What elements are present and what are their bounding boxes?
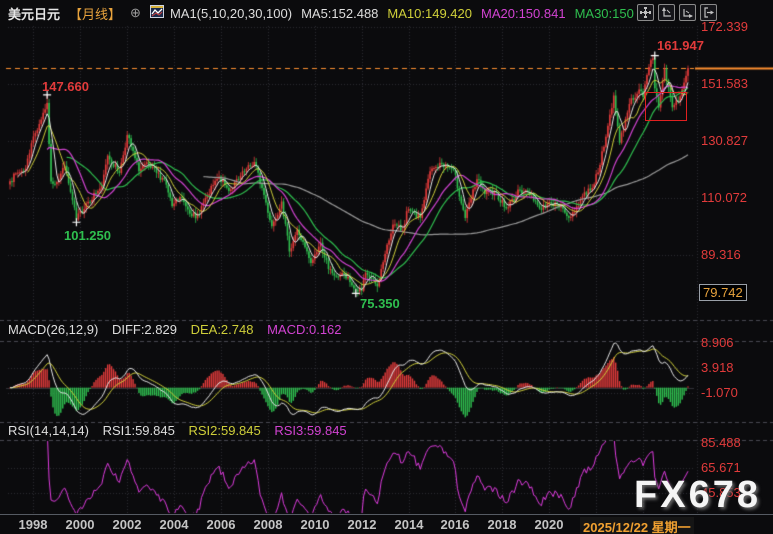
macd-dea-value: DEA:2.748 bbox=[190, 322, 254, 337]
annotation-low-1999: 101.250 bbox=[64, 228, 111, 243]
chart-toolbar bbox=[637, 4, 717, 21]
year-tick: 2014 bbox=[394, 517, 424, 532]
ma5-value: MA5:152.488 bbox=[301, 5, 379, 21]
year-tick: 2020 bbox=[534, 517, 564, 532]
price-axis-label: 151.583 bbox=[701, 76, 748, 91]
ma20-value: MA20:150.841 bbox=[481, 5, 566, 21]
year-tick: 2010 bbox=[300, 517, 330, 532]
macd-header: MACD(26,12,9) DIFF:2.829 DEA:2.748 MACD:… bbox=[8, 322, 352, 337]
rsi-axis-label: 45.853 bbox=[701, 485, 741, 500]
price-axis-label: 130.827 bbox=[701, 133, 748, 148]
year-tick: 2000 bbox=[65, 517, 95, 532]
year-tick: 2018 bbox=[487, 517, 517, 532]
rsi1-value: RSI1:59.845 bbox=[102, 423, 175, 438]
rsi-axis-label: 85.488 bbox=[701, 435, 741, 450]
macd-axis-label: 3.918 bbox=[701, 360, 734, 375]
highlighted-price-label: 79.742 bbox=[699, 284, 747, 301]
ma30-value: MA30:150 bbox=[574, 5, 634, 21]
rsi2-value: RSI2:59.845 bbox=[188, 423, 261, 438]
price-axis-label: 89.316 bbox=[701, 247, 741, 262]
rsi-name: RSI(14,14,14) bbox=[8, 423, 89, 438]
x-axis-scale-tool-icon[interactable] bbox=[679, 4, 696, 21]
ma10-value: MA10:149.420 bbox=[387, 5, 472, 21]
move-crosshair-tool-icon[interactable] bbox=[637, 4, 654, 21]
annotation-high-2024: 161.947 bbox=[657, 38, 704, 53]
macd-name: MACD(26,12,9) bbox=[8, 322, 99, 337]
symbol-name[interactable]: 美元日元 bbox=[8, 6, 61, 22]
price-axis-label: 110.072 bbox=[701, 190, 748, 205]
annotation-high-1998: 147.660 bbox=[42, 79, 89, 94]
title-bar: 美元日元 【月线】 ⊕ MA1(5,10,20,30,100) MA5:152.… bbox=[0, 0, 773, 26]
year-tick: 2016 bbox=[440, 517, 470, 532]
year-tick: 2006 bbox=[206, 517, 236, 532]
mini-chart-icon[interactable] bbox=[149, 5, 164, 21]
rsi-header: RSI(14,14,14) RSI1:59.845 RSI2:59.845 RS… bbox=[8, 423, 357, 438]
selection-rectangle bbox=[645, 92, 687, 121]
ma-settings-label: MA1(5,10,20,30,100) bbox=[169, 5, 293, 21]
macd-macd-value: MACD:0.162 bbox=[267, 322, 342, 337]
year-tick: 2002 bbox=[112, 517, 142, 532]
period-selector[interactable]: 【月线】 bbox=[69, 6, 122, 22]
time-axis: 1998 2000 2002 2004 2006 2008 2010 2012 … bbox=[0, 514, 773, 534]
annotation-low-2011: 75.350 bbox=[360, 296, 400, 311]
year-tick: 2008 bbox=[253, 517, 283, 532]
exit-panel-tool-icon[interactable] bbox=[700, 4, 717, 21]
macd-axis-label: 8.906 bbox=[701, 335, 734, 350]
year-tick: 2004 bbox=[159, 517, 189, 532]
add-indicator-icon[interactable]: ⊕ bbox=[130, 5, 141, 20]
rsi-axis-label: 65.671 bbox=[701, 460, 741, 475]
price-axis-label: 172.339 bbox=[701, 19, 748, 34]
rsi3-value: RSI3:59.845 bbox=[274, 423, 347, 438]
fx678-watermark: FX678 bbox=[634, 474, 761, 516]
year-tick: 2012 bbox=[347, 517, 377, 532]
crosshair-date-label: 2025/12/22 星期一 bbox=[580, 517, 694, 534]
year-tick: 1998 bbox=[18, 517, 48, 532]
macd-axis-label: -1.070 bbox=[701, 385, 738, 400]
macd-diff-value: DIFF:2.829 bbox=[111, 322, 177, 337]
y-axis-scale-tool-icon[interactable] bbox=[658, 4, 675, 21]
